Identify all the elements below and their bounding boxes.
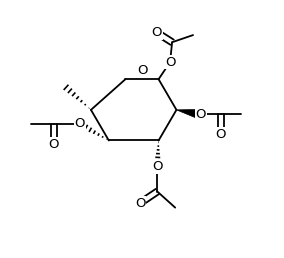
Text: O: O [195, 108, 206, 121]
Polygon shape [176, 109, 202, 119]
Text: O: O [165, 56, 175, 69]
Text: O: O [137, 64, 147, 77]
Text: O: O [152, 160, 162, 173]
Text: O: O [215, 128, 226, 141]
Text: O: O [152, 26, 162, 39]
Text: O: O [75, 117, 85, 130]
Text: O: O [49, 138, 59, 151]
Text: O: O [135, 197, 145, 209]
